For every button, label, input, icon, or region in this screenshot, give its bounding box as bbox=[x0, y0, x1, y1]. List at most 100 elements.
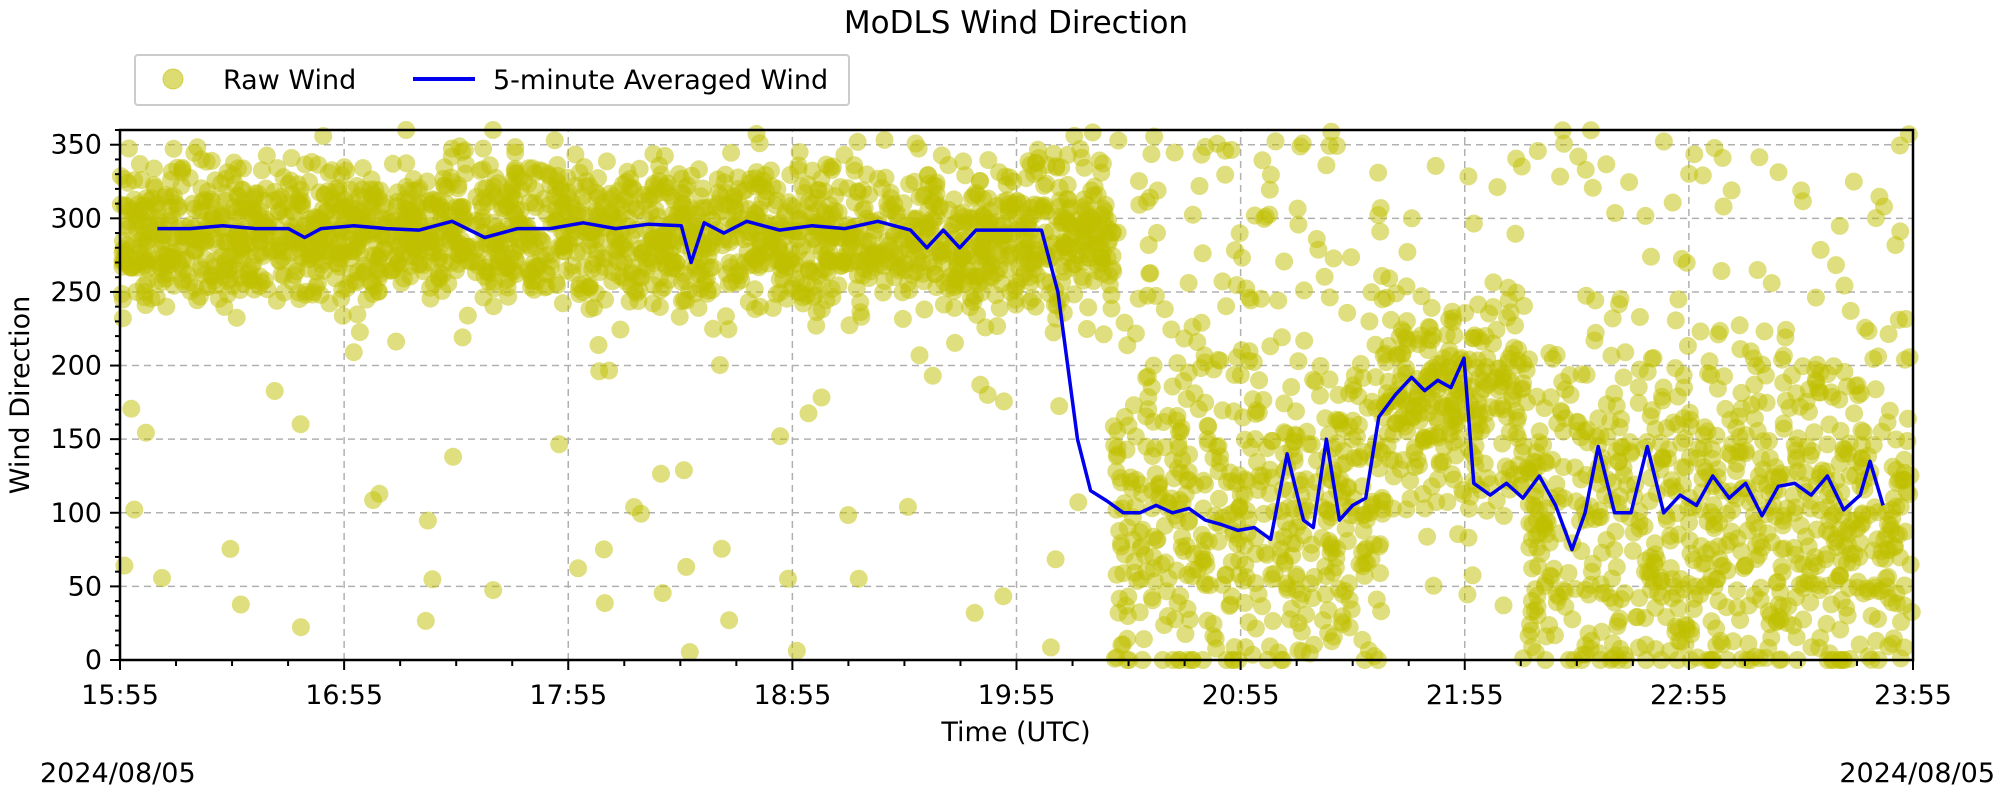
raw-wind-point bbox=[1442, 410, 1461, 429]
raw-wind-point bbox=[1178, 566, 1197, 584]
raw-wind-point bbox=[1398, 330, 1417, 349]
x-axis: 15:55 16:55 17:55 18:55 19:55 20:55 21:55 22:55… bbox=[81, 660, 1952, 711]
raw-wind-point bbox=[1523, 515, 1542, 534]
raw-wind-point bbox=[1629, 393, 1648, 412]
raw-wind-point bbox=[1065, 126, 1084, 145]
raw-wind-point bbox=[1289, 215, 1308, 234]
raw-wind-point bbox=[1830, 454, 1849, 473]
raw-wind-point bbox=[1698, 422, 1717, 441]
raw-wind-point bbox=[1426, 156, 1445, 175]
raw-wind-point bbox=[1216, 165, 1235, 184]
raw-wind-point bbox=[1628, 607, 1647, 626]
y-tick-label: 150 bbox=[50, 424, 102, 455]
raw-wind-point bbox=[994, 392, 1013, 411]
raw-wind-point bbox=[1818, 435, 1837, 454]
raw-wind-point bbox=[1663, 589, 1681, 608]
raw-wind-point bbox=[1714, 556, 1732, 575]
raw-wind-point bbox=[1443, 302, 1462, 321]
raw-wind-point bbox=[900, 175, 919, 194]
raw-wind-point bbox=[1179, 274, 1198, 292]
raw-wind-point bbox=[1742, 395, 1761, 414]
raw-wind-point bbox=[1817, 462, 1836, 481]
raw-wind-point bbox=[691, 279, 710, 298]
raw-wind-point bbox=[812, 388, 831, 407]
raw-wind-point bbox=[1591, 426, 1610, 445]
raw-wind-point bbox=[644, 145, 663, 163]
raw-wind-point bbox=[1143, 591, 1162, 610]
raw-wind-point bbox=[1288, 199, 1307, 218]
raw-wind-point bbox=[1421, 427, 1440, 446]
raw-wind-point bbox=[1519, 459, 1538, 478]
raw-wind-point bbox=[1891, 222, 1910, 241]
raw-wind-point bbox=[1069, 493, 1088, 512]
raw-wind-point bbox=[1311, 386, 1329, 405]
raw-wind-point bbox=[799, 404, 818, 423]
raw-wind-point bbox=[1293, 584, 1312, 603]
raw-wind-point bbox=[787, 641, 806, 660]
raw-wind-point bbox=[1528, 142, 1547, 160]
raw-wind-point bbox=[1192, 145, 1211, 164]
raw-wind-point bbox=[252, 161, 271, 180]
raw-wind-point bbox=[1642, 247, 1660, 266]
raw-wind-point bbox=[1183, 205, 1202, 224]
raw-wind-point bbox=[573, 187, 592, 206]
raw-wind-point bbox=[674, 461, 693, 480]
raw-wind-point bbox=[1810, 638, 1829, 657]
raw-wind-point bbox=[545, 131, 564, 150]
raw-wind-point bbox=[1028, 140, 1047, 159]
raw-wind-point bbox=[449, 179, 467, 198]
legend-raw-wind-label: Raw Wind bbox=[223, 65, 356, 96]
raw-wind-point bbox=[1155, 300, 1174, 319]
raw-wind-point bbox=[1072, 148, 1091, 167]
raw-wind-point bbox=[1198, 611, 1217, 630]
raw-wind-point bbox=[1484, 334, 1502, 353]
raw-wind-point bbox=[680, 643, 699, 662]
raw-wind-point bbox=[1148, 223, 1166, 242]
raw-wind-point bbox=[172, 227, 191, 246]
legend-averaged-wind-label: 5-minute Averaged Wind bbox=[493, 65, 828, 96]
raw-wind-point bbox=[1802, 574, 1821, 593]
raw-wind-point bbox=[1811, 383, 1830, 402]
raw-wind-point bbox=[1891, 649, 1910, 668]
raw-wind-point bbox=[848, 183, 867, 202]
raw-wind-point bbox=[453, 328, 472, 347]
raw-wind-point bbox=[1508, 411, 1526, 430]
raw-wind-point bbox=[1338, 303, 1357, 322]
raw-wind-point bbox=[777, 289, 796, 308]
raw-wind-point bbox=[1711, 321, 1729, 340]
raw-wind-point bbox=[225, 153, 243, 172]
raw-wind-point bbox=[650, 298, 669, 316]
raw-wind-point bbox=[1336, 519, 1355, 538]
raw-wind-point bbox=[1317, 511, 1336, 530]
raw-wind-point bbox=[231, 595, 250, 614]
raw-wind-point bbox=[1374, 346, 1393, 365]
raw-wind-point bbox=[1240, 342, 1259, 361]
raw-wind-point bbox=[585, 298, 604, 317]
raw-wind-point bbox=[1074, 271, 1093, 290]
raw-wind-point bbox=[789, 160, 808, 179]
raw-wind-point bbox=[1654, 378, 1673, 397]
raw-wind-point bbox=[1382, 310, 1400, 329]
raw-wind-point bbox=[1846, 466, 1865, 485]
raw-wind-point bbox=[1112, 473, 1131, 492]
raw-wind-point bbox=[589, 336, 608, 354]
raw-wind-point bbox=[1596, 583, 1615, 602]
raw-wind-point bbox=[1225, 365, 1244, 384]
raw-wind-point bbox=[708, 170, 727, 189]
raw-wind-point bbox=[1774, 373, 1793, 392]
raw-wind-point bbox=[113, 309, 132, 328]
raw-wind-point bbox=[136, 423, 155, 442]
raw-wind-point bbox=[416, 611, 435, 630]
raw-wind-point bbox=[1126, 324, 1145, 343]
y-tick-label: 0 bbox=[85, 645, 102, 676]
raw-wind-point bbox=[1616, 343, 1635, 362]
raw-wind-point bbox=[1145, 127, 1164, 146]
raw-wind-point bbox=[1459, 167, 1478, 186]
raw-wind-point bbox=[1472, 421, 1491, 440]
raw-wind-point bbox=[1642, 349, 1661, 368]
raw-wind-point bbox=[1147, 531, 1166, 550]
raw-wind-point bbox=[839, 506, 858, 525]
x-tick-label: 17:55 bbox=[529, 680, 607, 711]
raw-wind-point bbox=[1647, 550, 1666, 569]
raw-wind-point bbox=[1102, 299, 1121, 318]
